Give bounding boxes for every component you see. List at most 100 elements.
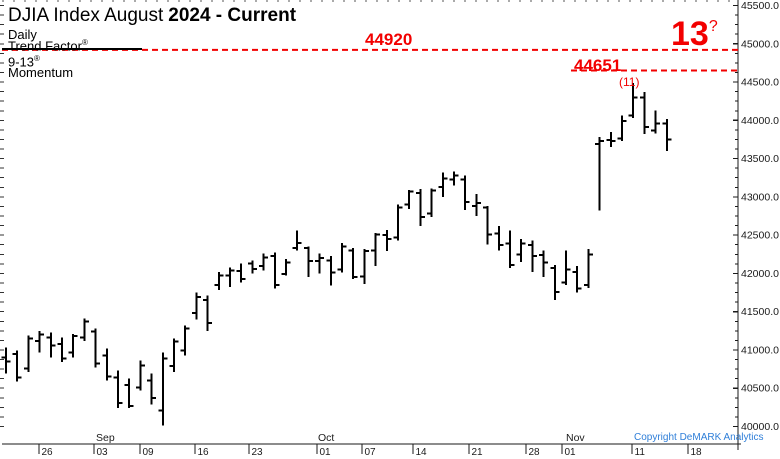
price-bar	[180, 325, 190, 356]
price-bar	[595, 137, 605, 211]
price-bar	[483, 206, 493, 245]
price-bar	[169, 338, 179, 373]
price-bar	[225, 267, 235, 288]
lower-level-price-label: 44651	[574, 56, 622, 75]
price-bar	[203, 295, 213, 331]
price-bar	[102, 348, 112, 381]
registered-mark-icon: ®	[34, 54, 40, 63]
price-bar	[23, 335, 33, 373]
price-bar	[12, 350, 22, 382]
price-bar	[337, 242, 347, 273]
price-bar	[135, 360, 145, 391]
y-axis-tick-label: 40500.0	[741, 383, 779, 395]
x-axis-tick-label: 01	[320, 447, 332, 458]
price-bar	[315, 253, 325, 274]
registered-mark-icon: ®	[81, 38, 88, 47]
price-bar	[460, 175, 470, 210]
y-axis-tick-label: 43000.0	[741, 191, 779, 203]
price-bar	[113, 370, 123, 409]
y-axis-tick-label: 43500.0	[741, 153, 779, 165]
x-axis-month-label: Nov	[566, 432, 585, 444]
x-axis-month-label: Oct	[318, 432, 334, 444]
y-axis-tick-label: 42500.0	[741, 230, 779, 242]
countdown-13-annotation: 13?	[671, 15, 718, 53]
price-bar	[583, 248, 593, 288]
price-bar	[415, 189, 425, 226]
price-bar	[281, 258, 291, 276]
x-axis-tick-label: 07	[365, 447, 377, 458]
x-axis-tick-label: 23	[252, 447, 264, 458]
upper-level-price-label: 44920	[365, 30, 413, 49]
price-bar	[158, 352, 168, 426]
price-bar	[427, 188, 437, 217]
price-bar	[662, 118, 672, 151]
momentum-label: Momentum	[8, 65, 74, 80]
y-axis-tick-label: 45500.0	[741, 0, 779, 12]
price-bar	[124, 378, 134, 409]
chart-title-bold: 2024 - Current	[168, 5, 297, 26]
price-bar	[91, 328, 101, 368]
peak-bar-count-label: (11)	[619, 75, 640, 89]
price-bar	[527, 240, 537, 272]
chart-title-regular: DJIA Index August	[8, 5, 164, 26]
price-bar	[438, 172, 448, 197]
y-axis-tick-label: 41500.0	[741, 306, 779, 318]
question-mark-suffix: ?	[708, 18, 718, 35]
price-bar	[270, 252, 280, 289]
price-bar	[35, 330, 45, 353]
x-axis-tick-label: 18	[691, 447, 703, 458]
price-bar	[191, 292, 201, 320]
x-axis-tick-label: 09	[143, 447, 155, 458]
price-bar	[639, 91, 649, 135]
price-bar	[68, 333, 78, 358]
price-bar	[46, 332, 56, 358]
price-bar	[516, 238, 526, 262]
y-axis-tick-label: 42000.0	[741, 268, 779, 280]
price-bar	[617, 115, 627, 141]
price-bar	[539, 250, 549, 278]
price-bar	[348, 248, 358, 279]
price-bar	[214, 271, 224, 291]
price-bar	[550, 264, 560, 301]
x-axis-tick-label: 01	[565, 447, 577, 458]
x-axis-tick-label: 26	[42, 447, 54, 458]
price-bar	[1, 347, 11, 374]
x-axis-tick-label: 21	[472, 447, 484, 458]
price-bar	[561, 250, 571, 285]
trend-factor-underline	[2, 48, 142, 50]
price-bar	[359, 248, 369, 285]
y-axis-tick-label: 41000.0	[741, 344, 779, 356]
price-bar	[382, 229, 392, 252]
price-bar	[471, 193, 481, 216]
y-axis-tick-label: 45000.0	[741, 38, 779, 50]
y-axis-tick-label: 44500.0	[741, 77, 779, 89]
x-axis-tick-label: 03	[97, 447, 109, 458]
price-bar	[606, 131, 616, 148]
price-bar	[303, 246, 313, 278]
x-axis-tick-label: 11	[635, 447, 646, 458]
price-bar	[371, 232, 381, 266]
price-bar	[404, 189, 414, 210]
price-bar	[449, 171, 459, 186]
y-axis-tick-label: 40000.0	[741, 421, 779, 433]
nine-thirteen-label: 9-13®	[8, 54, 40, 70]
x-axis-tick-label: 14	[416, 447, 428, 458]
x-axis-tick-label: 28	[529, 447, 541, 458]
chart-title: DJIA Index August 2024 - Current	[8, 5, 296, 27]
interval-label: Daily	[8, 27, 37, 42]
price-bar	[247, 260, 257, 274]
price-bar	[236, 263, 246, 283]
price-bar	[651, 110, 661, 134]
price-bar	[494, 225, 504, 251]
price-bar	[572, 265, 582, 293]
price-bar	[57, 337, 67, 363]
x-axis-month-label: Sep	[96, 432, 115, 444]
price-bar	[326, 255, 336, 286]
y-axis-tick-label: 44000.0	[741, 115, 779, 127]
price-bar	[259, 253, 269, 271]
price-bar	[505, 230, 515, 269]
price-bar	[292, 230, 302, 251]
price-bar	[628, 82, 638, 119]
